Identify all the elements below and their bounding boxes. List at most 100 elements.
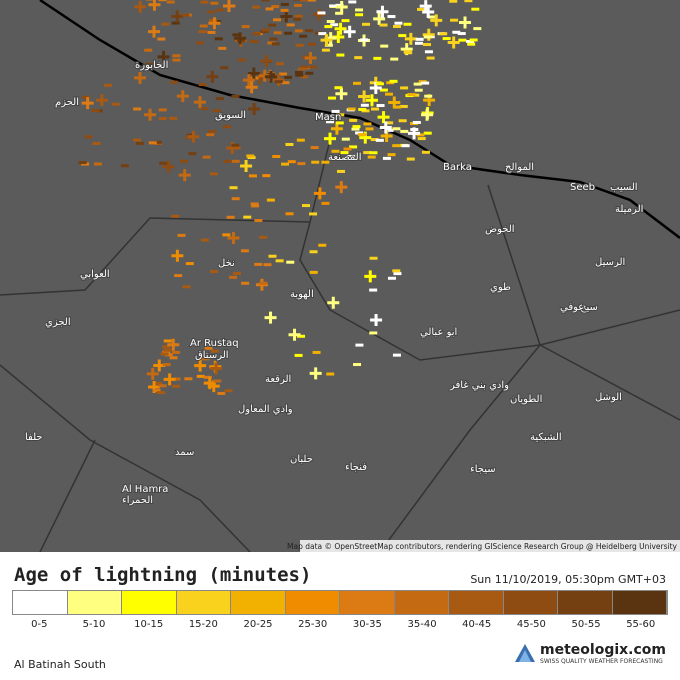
strike-plus [379,121,392,134]
strike-plus [358,90,371,103]
strike-dash [341,19,350,23]
strike-dash [439,32,448,36]
strike-plus [320,34,333,47]
strike-plus [327,296,340,309]
place-label: نخل [218,258,235,269]
strike-dash [231,94,240,98]
place-label: سيح [580,302,598,313]
legend-swatch [122,591,177,614]
strike-dash [365,127,374,131]
strike-dash [185,262,194,266]
strike-dash [285,142,294,146]
strike-dash [300,75,309,79]
strike-dash [363,151,372,155]
strike-dash [335,11,344,15]
strike-dash [272,154,281,158]
strike-dash [136,141,145,145]
strike-dash [407,93,416,97]
logo: meteologix.com SWISS QUALITY WEATHER FOR… [514,642,666,665]
strike-dash [331,109,340,113]
strike-dash [403,50,412,54]
strike-dash [330,23,339,27]
strike-dash [243,215,252,219]
strike-dash [274,80,283,84]
strike-plus [376,5,389,18]
strike-dash [393,272,402,276]
strike-dash [380,44,389,48]
strike-dash [309,65,318,69]
strike-dash [412,120,421,124]
strike-dash [210,1,219,5]
place-label: Seeb [570,182,595,193]
strike-dash [417,137,426,141]
strike-dash [208,129,217,133]
legend-swatch [612,591,667,614]
strike-dash [223,159,232,163]
strike-plus [176,90,189,103]
strike-dash [81,162,90,166]
strike-dash [163,348,172,352]
strike-dash [286,260,295,264]
strike-dash [341,137,350,141]
strike-dash [355,8,364,12]
strike-dash [222,233,231,237]
strike-dash [401,144,410,148]
place-label: حلبان [290,454,313,465]
strike-dash [355,131,364,135]
strike-dash [93,162,102,166]
strike-dash [321,48,330,52]
legend-swatch [231,591,286,614]
strike-plus [404,32,417,45]
lightning-strikes [78,0,482,395]
strike-dash [287,160,296,164]
strike-dash [268,23,277,27]
strike-dash [473,27,482,31]
strike-plus [335,181,348,194]
strike-dash [152,389,161,393]
strike-dash [328,96,337,100]
strike-plus [430,14,443,27]
strike-dash [310,146,319,150]
logo-icon [515,644,536,662]
strike-dash [400,86,409,90]
strike-dash [279,72,288,76]
strike-dash [414,88,423,92]
road [299,221,680,361]
road [539,344,680,421]
strike-plus [242,74,255,87]
place-label: عوفي [560,302,584,313]
strike-dash [312,350,321,354]
legend-swatch [449,591,504,614]
strike-dash [394,21,403,25]
strike-plus [408,127,421,140]
strike-plus [248,103,261,116]
strike-plus [240,159,253,172]
strike-dash [371,107,380,111]
road [487,184,541,346]
strike-dash [450,18,459,22]
strike-dash [321,201,330,205]
place-label: Ar Rustaq [190,338,239,349]
legend-label: 50-55 [571,619,601,630]
strike-dash [299,0,308,2]
strike-dash [214,37,223,41]
strike-dash [263,263,272,267]
road [0,364,251,552]
place-label: سمد [175,447,194,458]
strike-dash [318,243,327,247]
strike-dash [229,186,238,190]
strike-plus [193,96,206,109]
strike-plus [260,55,273,68]
strike-dash [294,353,303,357]
strike-plus [370,314,383,327]
strike-dash [238,58,247,62]
place-label: العوابي [80,269,110,280]
strike-plus [247,67,260,80]
strike-dash [259,235,268,239]
strike-dash [449,0,458,3]
region: Al Batinah South [14,658,106,671]
legend-swatch [558,591,613,614]
strike-dash [241,281,250,285]
strike-dash [181,13,190,17]
